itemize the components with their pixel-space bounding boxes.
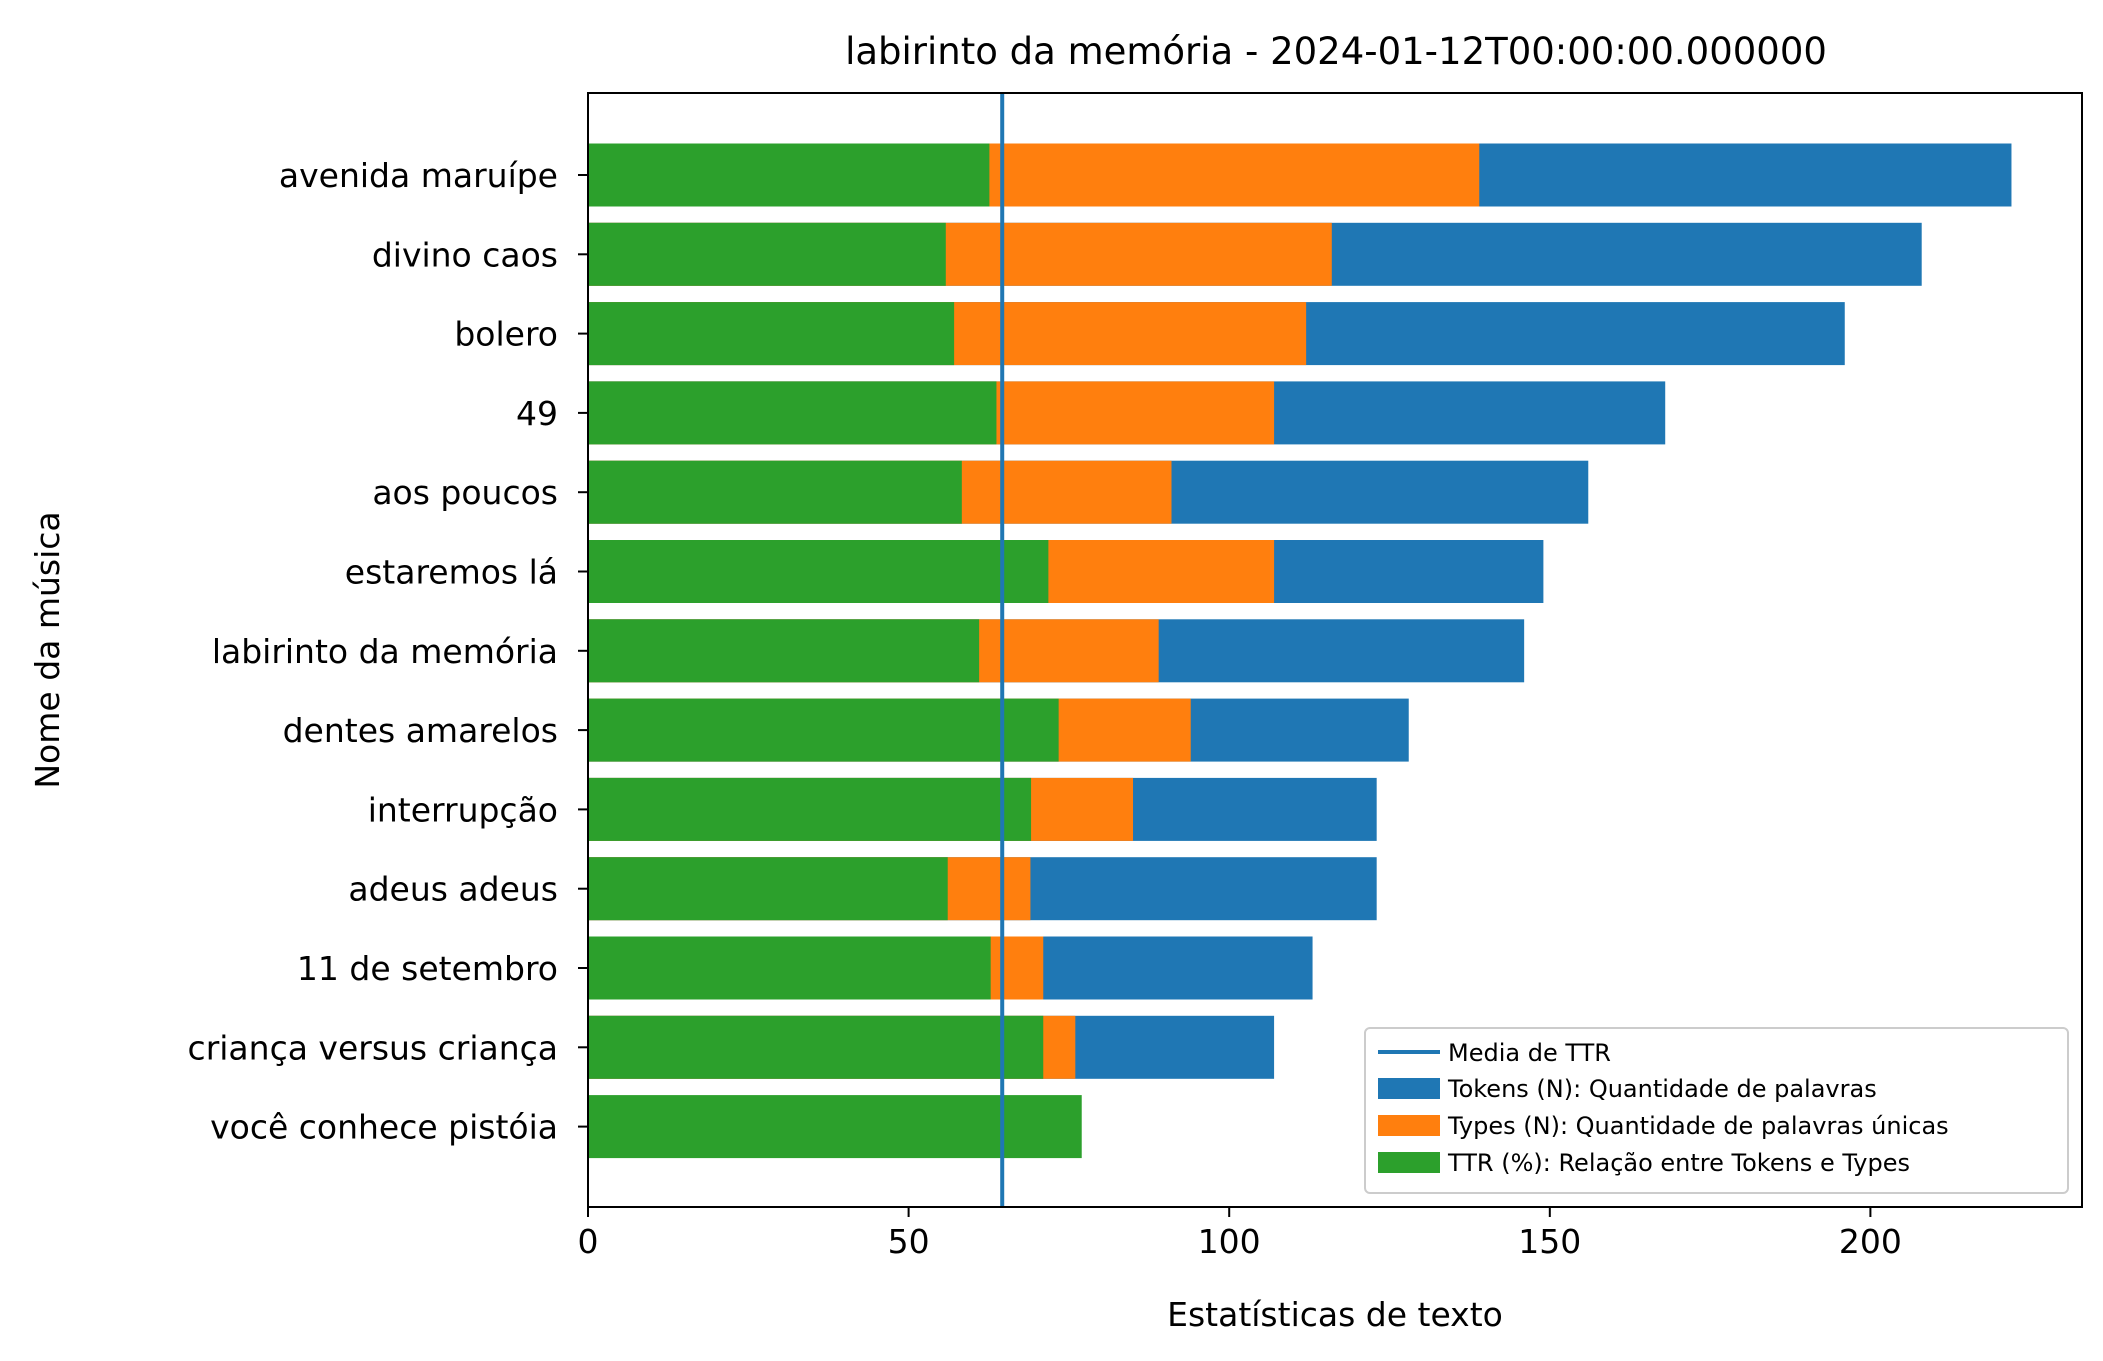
x-axis-label: Estatísticas de texto (1167, 1295, 1503, 1334)
bar-ttr-6 (588, 619, 980, 683)
y-tick-label: aos poucos (372, 473, 558, 512)
bar-ttr-9 (588, 857, 948, 921)
bar-ttr-4 (588, 460, 962, 524)
legend-label-tokens: Tokens (N): Quantidade de palavras (1447, 1075, 1877, 1103)
x-axis: 0 50 100 150 200 (578, 1207, 1902, 1261)
y-tick-label: estaremos lá (345, 553, 558, 592)
y-tick-label: labirinto da memória (212, 632, 558, 671)
bar-ttr-11 (588, 1015, 1044, 1079)
legend-swatch-tokens (1378, 1078, 1440, 1099)
bar-ttr-2 (588, 302, 955, 366)
legend-box (1364, 1027, 2069, 1194)
x-tick-label: 50 (888, 1222, 930, 1261)
x-tick-label: 100 (1198, 1222, 1261, 1261)
y-tick-label: avenida maruípe (279, 156, 558, 195)
bar-ttr-1 (588, 222, 946, 286)
bar-ttr-10 (588, 936, 991, 1000)
bar-ttr-0 (588, 143, 990, 207)
y-axis: avenida maruípe divino caos bolero 49 aos po… (188, 156, 588, 1147)
x-tick-label: 200 (1839, 1222, 1902, 1261)
legend-label-ttr: TTR (%): Relação entre Tokens e Types (1447, 1149, 1910, 1177)
legend-swatch-types (1378, 1115, 1440, 1136)
y-tick-label: você conhece pistóia (210, 1108, 558, 1147)
bar-ttr-3 (588, 381, 997, 445)
y-tick-label: adeus adeus (348, 870, 558, 909)
x-tick-label: 150 (1518, 1222, 1581, 1261)
y-tick-label: criança versus criança (188, 1028, 558, 1067)
y-axis-label: Nome da música (28, 511, 67, 788)
x-tick-label: 0 (578, 1222, 599, 1261)
legend-swatch-ttr (1378, 1152, 1440, 1173)
y-tick-label: divino caos (372, 235, 558, 274)
bar-ttr-5 (588, 540, 1049, 603)
bar-ttr-12 (588, 1095, 1082, 1159)
y-tick-label: interrupção (368, 790, 558, 829)
legend-label-reference: Media de TTR (1448, 1039, 1611, 1067)
bar-ttr-7 (588, 698, 1059, 762)
bars-layer (588, 143, 2012, 1159)
y-tick-label: dentes amarelos (283, 711, 558, 750)
y-tick-label: bolero (454, 315, 558, 354)
y-tick-label: 11 de setembro (297, 949, 558, 988)
legend: Media de TTR Tokens (N): Quantidade de p… (1364, 1027, 2069, 1194)
chart-title: labirinto da memória - 2024-01-12T00:00:… (845, 30, 1827, 73)
y-tick-label: 49 (516, 394, 558, 433)
bar-ttr-8 (588, 777, 1032, 841)
legend-label-types: Types (N): Quantidade de palavras únicas (1447, 1112, 1949, 1140)
